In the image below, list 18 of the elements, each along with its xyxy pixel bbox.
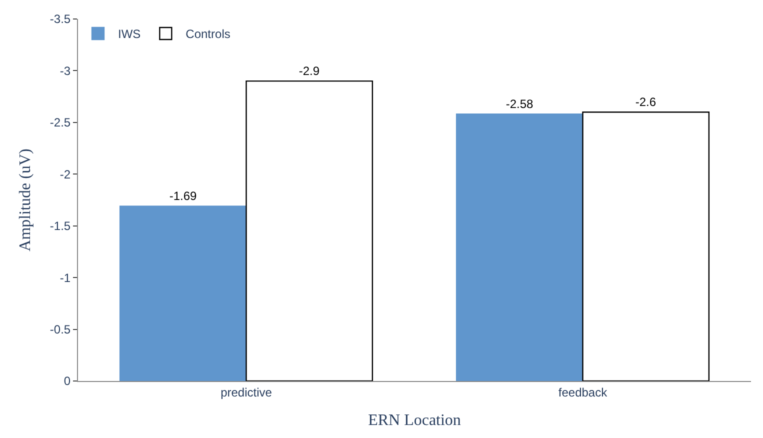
data-label: -2.9 (298, 64, 320, 78)
y-tick-label: -0.5 (50, 322, 71, 336)
legend-label: IWS (118, 27, 141, 42)
x-tick-label: predictive (220, 385, 272, 400)
y-axis-title: Amplitude (uV) (16, 148, 34, 252)
y-tick-label: -3.5 (50, 12, 71, 26)
y-tick-label: -1.5 (50, 219, 71, 234)
y-tick-label: -2.5 (50, 116, 71, 130)
legend-label: Controls (186, 27, 230, 42)
data-label: -2.6 (635, 95, 656, 110)
x-tick-label: feedback (558, 385, 608, 400)
x-axis-title: ERN Location (368, 412, 461, 430)
y-tick-label: 0 (64, 374, 71, 388)
data-label: -2.58 (506, 97, 534, 112)
y-tick-label: -1 (60, 270, 71, 285)
data-label: -1.69 (169, 189, 197, 204)
y-tick-label: -3 (60, 64, 71, 78)
y-tick-label: -2 (60, 167, 71, 182)
